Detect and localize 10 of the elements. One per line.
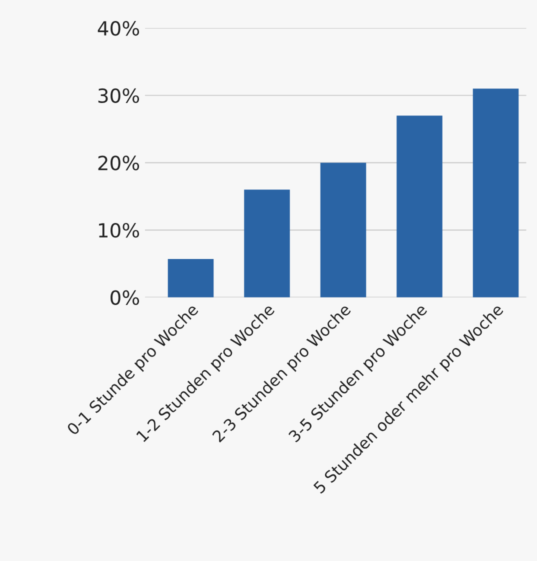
bar bbox=[244, 190, 290, 298]
y-tick-label: 20% bbox=[98, 156, 140, 170]
bar bbox=[320, 162, 366, 298]
y-tick-label: 10% bbox=[99, 222, 140, 238]
y-tick-label: 0% bbox=[110, 290, 140, 305]
y-tick-label: 40% bbox=[98, 21, 140, 36]
bar bbox=[472, 88, 519, 298]
y-tick-label: 30% bbox=[98, 88, 140, 104]
bar bbox=[396, 116, 442, 298]
bar bbox=[168, 258, 214, 298]
